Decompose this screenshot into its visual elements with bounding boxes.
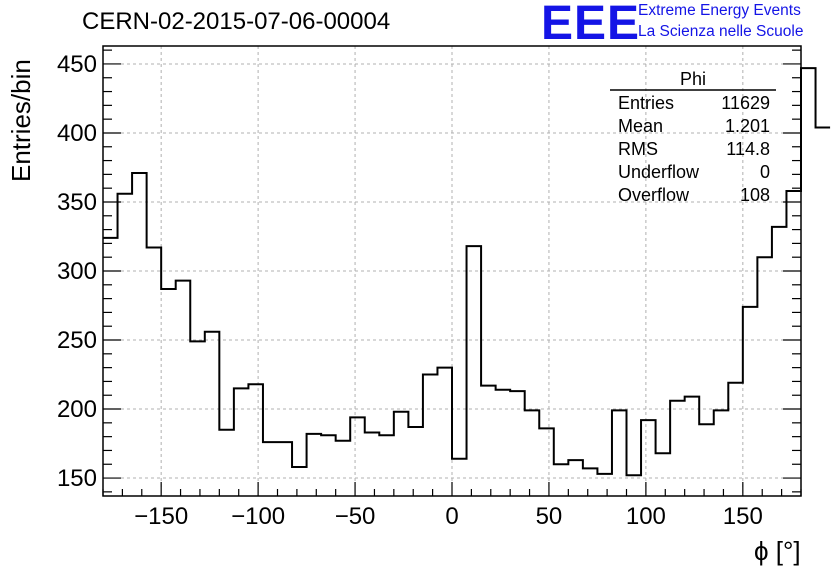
stats-value-entries: 11629 [721,93,770,113]
x-tick-label: 150 [723,503,763,530]
stats-label-mean: Mean [618,116,664,136]
histogram-bin [583,468,598,496]
histogram-bin [554,464,569,496]
histogram-bin [728,383,743,496]
histogram-bin [365,433,380,496]
histogram-bin [219,430,234,496]
stats-title: Phi [680,69,707,89]
stats-value-overflow: 108 [739,185,770,205]
eee-logo: EEE [541,0,641,50]
stats-value-rms: 114.8 [726,139,770,159]
stats-label-entries: Entries [618,93,675,113]
y-tick-label: 350 [57,189,97,216]
y-tick-label: 450 [57,51,97,78]
histogram-bin [350,417,365,496]
histogram-bin [816,127,831,496]
histogram-bin [263,442,278,496]
histogram-bin [190,341,205,496]
y-tick-label: 250 [57,327,97,354]
x-tick-label: −100 [231,503,285,530]
histogram-bin [801,68,816,496]
stats-value-mean: 1.201 [724,116,770,136]
histogram-bin [161,289,176,496]
histogram-bin [656,453,671,496]
histogram-bin [307,434,322,496]
histogram-bin [772,227,787,496]
histogram-bin [379,435,394,496]
x-axis-label: ϕ [°] [754,536,801,566]
histogram-bin [568,460,583,496]
histogram-bin [510,391,525,496]
histogram-bin [394,412,409,496]
histogram-bin [132,173,147,496]
logo-line-1: Extreme Energy Events [638,2,801,19]
histogram-bin [757,257,772,496]
chart-title: CERN-02-2015-07-06-00004 [82,8,391,35]
histogram-bin [699,424,714,496]
histogram-bin [103,238,118,496]
histogram-bin [205,332,220,496]
histogram-bin [496,390,511,496]
x-tick-label: 100 [626,503,666,530]
histogram-bin [321,435,336,496]
histogram-bin [278,442,293,496]
logo-line-2: La Scienza nelle Scuole [638,23,804,40]
histogram-bin [292,467,307,496]
histogram-bin [118,194,133,496]
histogram-bin [641,420,656,496]
stats-label-overflow: Overflow [618,185,690,205]
histogram-bin [481,386,496,496]
histogram-bin [176,281,191,496]
histogram-bin [437,368,452,496]
histogram-bin [147,248,162,496]
histogram-bin [452,459,467,496]
histogram-bin [670,401,685,496]
histogram-bin [525,410,540,496]
histogram-bin [539,428,554,496]
x-tick-label: 0 [445,503,458,530]
histogram-bin [248,384,263,496]
histogram-bin [743,307,758,496]
y-tick-label: 150 [57,465,97,492]
y-axis-label: Entries/bin [6,59,36,182]
histogram-bin [234,388,249,496]
axis-ticks [102,49,802,496]
x-tick-label: −150 [134,503,188,530]
y-tick-label: 200 [57,396,97,423]
histogram-bin [612,410,627,496]
histogram-bin [408,427,423,496]
stats-value-underflow: 0 [759,162,770,182]
histogram-bin [597,474,612,496]
x-tick-label: −50 [335,503,376,530]
histogram-bin [467,246,482,496]
stats-label-rms: RMS [618,139,658,159]
histogram-bin [336,441,351,496]
stats-label-underflow: Underflow [618,162,700,182]
histogram-bin [685,397,700,496]
y-tick-label: 300 [57,258,97,285]
axis-tick-labels: −150 −100 −50 0 50 100 150 150 200 250 300 350 400 45… [57,51,763,530]
x-tick-label: 50 [536,503,563,530]
y-tick-label: 400 [57,120,97,147]
histogram-bin [714,410,729,496]
histogram-outline [103,67,831,477]
